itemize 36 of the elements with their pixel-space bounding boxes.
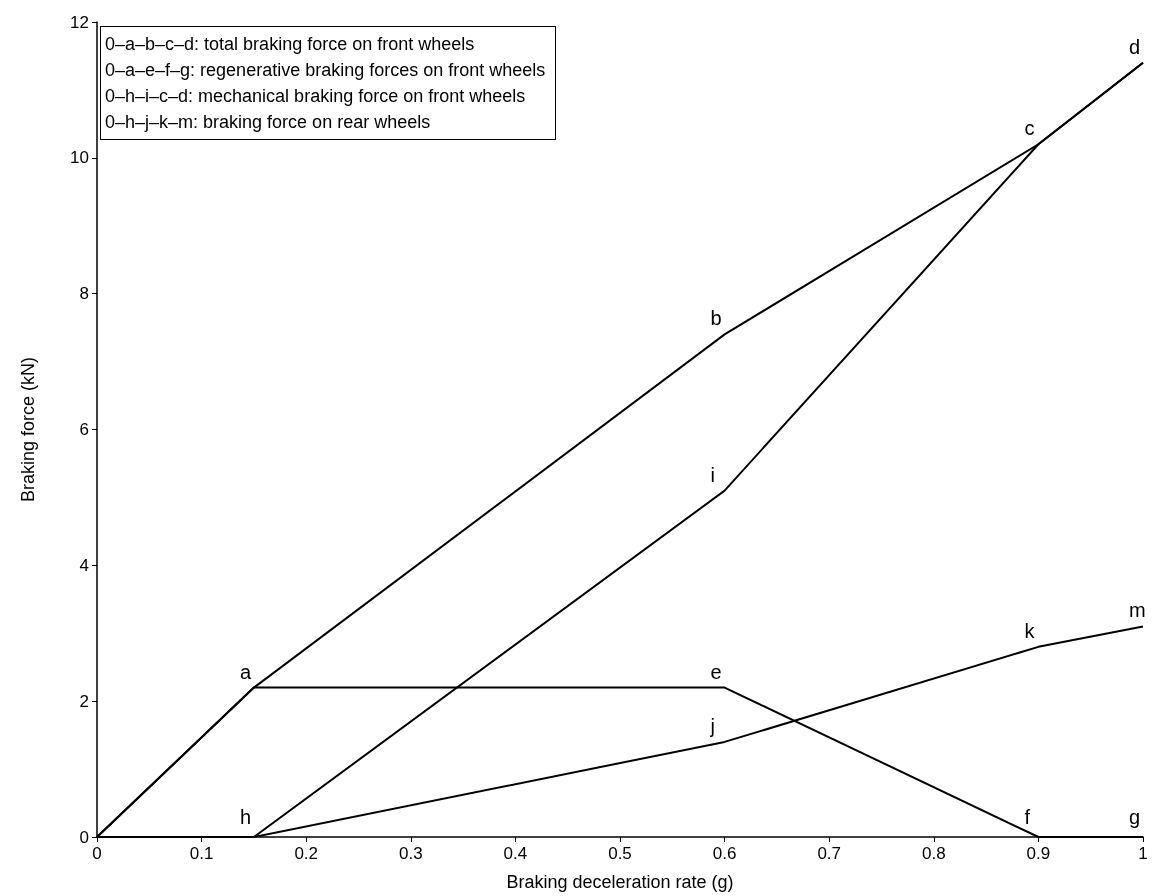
annotation: d xyxy=(1129,35,1141,58)
x-tick-label: 0.5 xyxy=(608,844,632,863)
x-tick-label: 0.9 xyxy=(1026,844,1051,863)
annotation: 0–a–e–f–g: regenerative braking forces on front wheels xyxy=(105,59,546,82)
x-tick-label: 0.8 xyxy=(921,844,946,863)
y-tick-label: 4 xyxy=(79,555,89,575)
x-axis-title: Braking deceleration rate (g) xyxy=(506,872,734,892)
annotation: f xyxy=(1024,806,1031,828)
x-tick-label: 0.6 xyxy=(712,844,737,863)
annotation: h xyxy=(239,806,252,828)
x-tick-label: 0.4 xyxy=(503,844,528,863)
annotation: c xyxy=(1024,117,1035,140)
y-tick-label: 8 xyxy=(79,284,89,304)
annotation: e xyxy=(710,660,722,683)
x-tick-label: 0 xyxy=(92,844,102,863)
x-tick-label: 0.3 xyxy=(398,844,423,863)
annotation: k xyxy=(1024,619,1036,642)
y-tick-label: 6 xyxy=(79,420,89,439)
x-tick-label: 1 xyxy=(1138,844,1148,863)
x-tick-label: 0.1 xyxy=(189,844,214,863)
x-tick-label: 0.7 xyxy=(817,844,842,863)
annotation: b xyxy=(710,307,722,330)
annotation: g xyxy=(1129,806,1141,828)
annotation: m xyxy=(1129,599,1146,622)
annotation: 0–a–b–c–d: total braking force on front wheels xyxy=(105,33,476,56)
x-tick-label: 0.2 xyxy=(294,844,319,863)
annotation: 0–h–j–k–m: braking force on rear wheels xyxy=(105,111,432,134)
annotation: i xyxy=(710,463,716,486)
y-tick-label: 12 xyxy=(70,12,89,32)
y-tick-label: 0 xyxy=(79,827,89,847)
y-axis-title: Braking force (kN) xyxy=(18,356,38,503)
annotation: 0–h–i–c–d: mechanical braking force on front wheels xyxy=(105,85,527,108)
y-tick-label: 10 xyxy=(70,148,89,168)
y-tick-label: 2 xyxy=(79,691,89,711)
annotation: j xyxy=(709,714,716,737)
annotation: a xyxy=(239,660,252,683)
